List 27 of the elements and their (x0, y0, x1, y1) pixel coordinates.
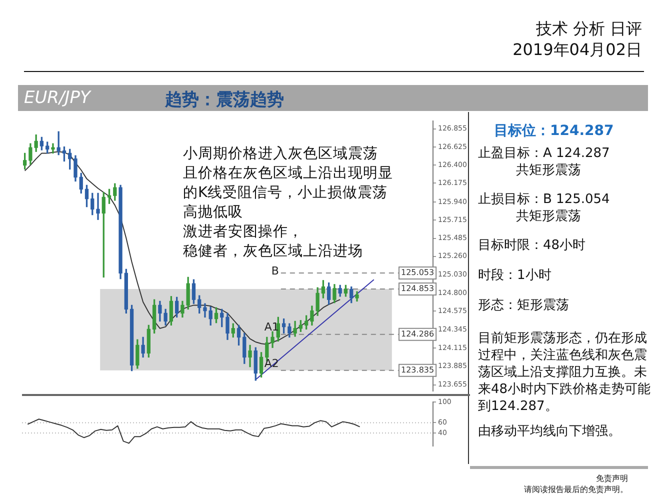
annotation: 的K线受阻信号，小止损做震荡 (183, 184, 388, 202)
text: 共矩形震荡 (516, 163, 581, 179)
annotation: 高抛低吸 (183, 204, 243, 221)
text: 止损目标：B 125.054 (478, 192, 610, 208)
chart-subtitle: 趋势：震荡趋势 (165, 89, 284, 111)
annotation: 稳健者，灰色区域上沿进场 (183, 242, 363, 260)
ref-line-label: 124.853 (401, 284, 434, 294)
chart-title: EUR/JPY (24, 88, 90, 108)
text: 请阅读报告最后的免责声明。 (524, 485, 628, 495)
text: 共矩形震荡 (516, 209, 581, 225)
text: 免责声明 (596, 474, 628, 484)
annotation: 激进者安图操作， (183, 223, 303, 240)
ref-line-label: 124.286 (401, 329, 434, 338)
text: 时段：1小时 (478, 268, 552, 284)
annotation: 小周期价格进入灰色区域震荡 (183, 145, 378, 162)
text: 目前矩形震荡形态，仍在形成过程中，关注蓝色线和灰色震荡区域上沿支撑阻力互换。未来48小时内下跌价格走势可能到124.287。 (478, 330, 652, 415)
text: 目标时限：48小时 (478, 238, 586, 254)
text: 技术 分析 日评 (534, 18, 642, 39)
ref-line-label: 125.053 (401, 268, 434, 278)
text: 目标位：124.287 (494, 122, 614, 140)
text: 止盈目标：A 124.287 (478, 146, 610, 162)
text: 2019年04月02日 (512, 39, 642, 60)
annotation: 且价格在灰色区域上沿出现明显 (183, 164, 393, 182)
text: 形态：矩形震荡 (478, 298, 569, 314)
annotation: B (271, 264, 279, 278)
text: 由移动平均线向下增强。 (478, 424, 621, 440)
ref-line-label: 123.835 (401, 365, 434, 374)
